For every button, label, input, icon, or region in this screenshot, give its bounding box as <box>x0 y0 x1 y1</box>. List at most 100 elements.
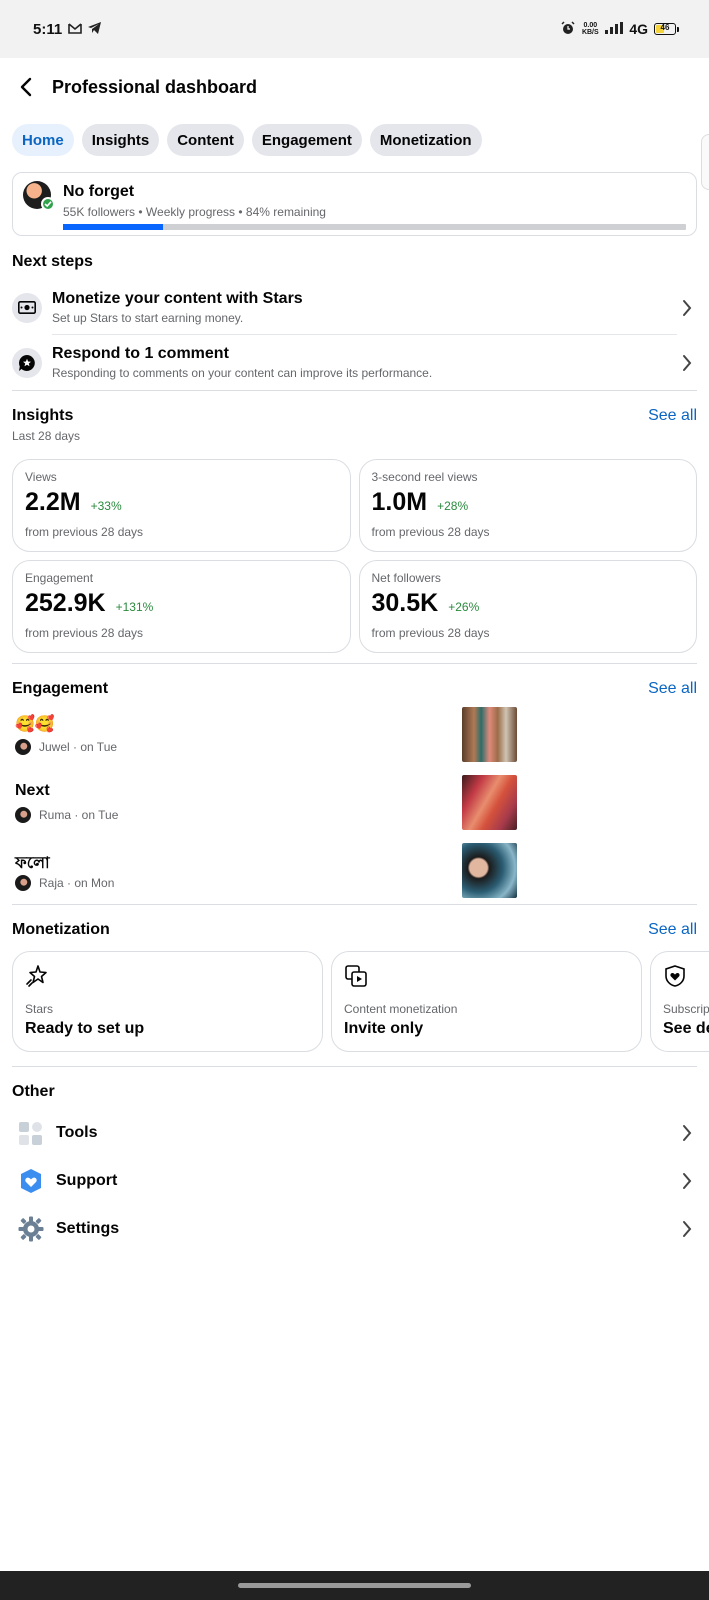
monetization-card-stars[interactable]: Stars Ready to set up <box>12 951 323 1052</box>
step-text: Monetize your content with Stars Set up … <box>52 280 677 335</box>
tab-engagement[interactable]: Engagement <box>251 124 362 156</box>
other-item-tools[interactable]: Tools <box>0 1109 709 1157</box>
metric-value: 1.0M <box>371 488 428 516</box>
monetization-cards: Stars Ready to set up Content monetizati… <box>0 939 709 1052</box>
header: Professional dashboard <box>0 58 709 116</box>
monetization-title: Monetization <box>12 921 110 938</box>
profile-card[interactable]: No forget 55K followers • Weekly progres… <box>12 172 697 236</box>
monetization-see-all-link[interactable]: See all <box>648 921 697 938</box>
monetization-section: Monetization See all Stars Ready to set … <box>0 905 709 1052</box>
comment-content: ফলো Raja · on Mon <box>12 850 697 891</box>
status-left: 5:11 <box>33 20 102 38</box>
monetization-value: Invite only <box>344 1020 424 1037</box>
monetization-label: Content monetization <box>344 1002 458 1016</box>
edge-panel-handle[interactable] <box>701 134 709 190</box>
insights-section: Insights See all Last 28 days Views 2.2M… <box>0 391 709 663</box>
step-text: Respond to 1 comment Responding to comme… <box>52 335 677 390</box>
metric-value-row: 252.9K +131% <box>25 589 338 618</box>
engagement-see-all-link[interactable]: See all <box>648 680 697 697</box>
profile-info: No forget 55K followers • Weekly progres… <box>63 181 686 230</box>
metric-card-engagement[interactable]: Engagement 252.9K +131% from previous 28… <box>12 560 351 653</box>
profile-avatar-wrap <box>23 181 55 211</box>
comment-meta: Ruma · on Tue <box>39 807 119 822</box>
tab-home[interactable]: Home <box>12 124 74 156</box>
divider <box>12 663 697 664</box>
status-time: 5:11 <box>33 20 63 38</box>
signal-icon <box>605 21 624 37</box>
post-thumbnail[interactable] <box>462 706 517 762</box>
insights-head: Insights See all <box>0 407 709 425</box>
divider <box>12 1066 697 1067</box>
tab-monetization[interactable]: Monetization <box>369 124 482 156</box>
back-button[interactable] <box>14 75 38 99</box>
avatar <box>15 738 31 755</box>
metric-grid: Views 2.2M +33% from previous 28 days 3-… <box>0 443 709 663</box>
metric-label: Views <box>25 470 57 484</box>
metric-card-views[interactable]: Views 2.2M +33% from previous 28 days <box>12 459 351 552</box>
metric-value-row: 1.0M +28% <box>372 488 685 517</box>
comment-content: Next Ruma · on Tue <box>12 782 697 823</box>
metric-change: +26% <box>448 600 480 614</box>
avatar <box>15 874 31 891</box>
engagement-title: Engagement <box>12 680 109 697</box>
profile-name: No forget <box>63 183 135 200</box>
comment-meta-row: Juwel · on Tue <box>15 738 697 755</box>
metric-foot: from previous 28 days <box>371 525 490 539</box>
tab-insights[interactable]: Insights <box>81 124 160 156</box>
comment-meta: Raja · on Mon <box>39 875 115 890</box>
comment-meta: Juwel · on Tue <box>39 739 118 754</box>
other-section: Other Tools Support Settings <box>0 1067 709 1253</box>
page-title: Professional dashboard <box>52 76 258 97</box>
status-bar: 5:11 0.00 KB/S 4G 46 <box>0 0 709 58</box>
metric-value: 2.2M <box>25 488 81 516</box>
battery-body: 46 <box>654 23 676 35</box>
gmail-icon <box>68 21 83 37</box>
chevron-right-icon <box>677 353 697 373</box>
metric-card-net-followers[interactable]: Net followers 30.5K +26% from previous 2… <box>358 560 697 653</box>
battery-fill <box>656 25 665 33</box>
other-title: Other <box>12 1083 55 1100</box>
other-item-label: Tools <box>56 1124 98 1141</box>
comment-text: 🥰🥰 <box>15 715 55 733</box>
monetization-label: Subscrip <box>663 1002 709 1016</box>
metric-foot: from previous 28 days <box>25 626 144 640</box>
tab-content[interactable]: Content <box>167 124 244 156</box>
profile-meta: 55K followers • Weekly progress • 84% re… <box>63 205 326 219</box>
chevron-right-icon <box>677 1219 697 1239</box>
chevron-right-icon <box>677 298 697 318</box>
comment-text: Next <box>15 781 50 799</box>
metric-foot: from previous 28 days <box>25 525 144 539</box>
other-item-settings[interactable]: Settings <box>0 1205 709 1253</box>
insights-see-all-link[interactable]: See all <box>648 407 697 424</box>
comment-content: 🥰🥰 Juwel · on Tue <box>12 714 697 755</box>
monetization-card-content[interactable]: Content monetization Invite only <box>331 951 642 1052</box>
metric-value: 30.5K <box>371 589 439 617</box>
other-item-support[interactable]: Support <box>0 1157 709 1205</box>
battery-level: 46 <box>660 23 670 32</box>
other-head: Other <box>0 1083 709 1101</box>
post-thumbnail[interactable] <box>462 842 517 898</box>
other-item-label: Support <box>56 1172 118 1189</box>
tab-bar: Home Insights Content Engagement Monetiz… <box>0 116 709 164</box>
network-speed: 0.00 KB/S <box>581 22 599 36</box>
tools-icon <box>18 1120 44 1146</box>
step-respond-comment[interactable]: Respond to 1 comment Responding to comme… <box>0 335 709 390</box>
monetization-head: Monetization See all <box>0 921 709 939</box>
alarm-icon <box>561 20 575 38</box>
comment-row[interactable]: Next Ruma · on Tue <box>0 768 709 836</box>
step-monetize-stars[interactable]: Monetize your content with Stars Set up … <box>0 280 709 335</box>
monetization-value: See de <box>663 1020 709 1037</box>
comment-row[interactable]: 🥰🥰 Juwel · on Tue <box>0 700 709 768</box>
metric-card-reel-views[interactable]: 3-second reel views 1.0M +28% from previ… <box>358 459 697 552</box>
metric-label: Engagement <box>25 571 94 585</box>
monetization-card-subscriptions[interactable]: Subscrip See de <box>650 951 709 1052</box>
step-title: Respond to 1 comment <box>52 345 229 362</box>
metric-change: +33% <box>90 499 122 513</box>
home-gesture-handle[interactable] <box>238 1583 471 1588</box>
divider <box>12 904 697 905</box>
post-thumbnail[interactable] <box>462 774 517 830</box>
step-title: Monetize your content with Stars <box>52 289 303 307</box>
next-steps-section: Next steps Monetize your content with St… <box>0 236 709 390</box>
metric-label: Net followers <box>371 571 441 585</box>
comment-row[interactable]: ফলো Raja · on Mon <box>0 836 709 904</box>
